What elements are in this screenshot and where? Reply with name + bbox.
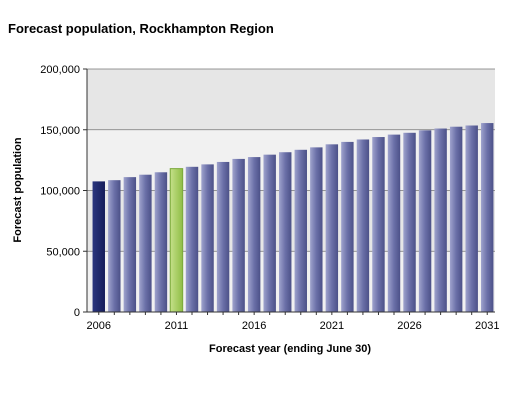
bar-2014 [216,161,230,312]
x-tick-label: 2031 [475,320,499,332]
bar-2023 [356,139,370,312]
bar-2013 [201,164,214,312]
y-tick-label: 200,000 [40,64,80,76]
plot-band-upper [87,69,495,130]
bar-2025 [387,134,401,312]
bar-2016 [247,157,261,312]
chart-title: Forecast population, Rockhampton Region [8,21,274,36]
bar-2012 [185,166,199,312]
bar-2024 [372,137,385,312]
bar-2027 [418,130,432,312]
x-tick-label: 2006 [87,320,111,332]
x-tick-label: 2011 [165,320,189,332]
y-axis-title: Forecast population [12,137,24,242]
x-axis-title: Forecast year (ending June 30) [209,343,371,355]
bar-2031 [481,123,494,312]
y-tick-label: 100,000 [40,186,80,198]
bar-2009 [139,174,152,312]
bar-2022 [341,141,354,312]
bar-2021 [325,144,339,312]
bar-2018 [279,152,292,312]
bar-2008 [123,177,137,312]
bar-2028 [434,128,447,312]
bar-2007 [108,180,121,312]
bar-2006 [92,181,105,312]
bar-2019 [294,149,307,312]
y-tick-label: 150,000 [40,125,80,137]
bar-2030 [465,125,478,312]
bar-2029 [449,126,463,313]
bar-2010 [154,172,168,312]
x-tick-label: 2026 [397,320,421,332]
x-tick-label: 2016 [242,320,266,332]
x-tick-label: 2021 [320,320,344,332]
bar-2026 [403,132,416,312]
bar-2015 [232,158,245,312]
bar-2011 [169,168,184,313]
y-tick-label: 50,000 [46,246,80,258]
y-tick-label: 0 [74,307,80,319]
bar-2017 [263,154,276,312]
bar-2020 [310,147,323,312]
